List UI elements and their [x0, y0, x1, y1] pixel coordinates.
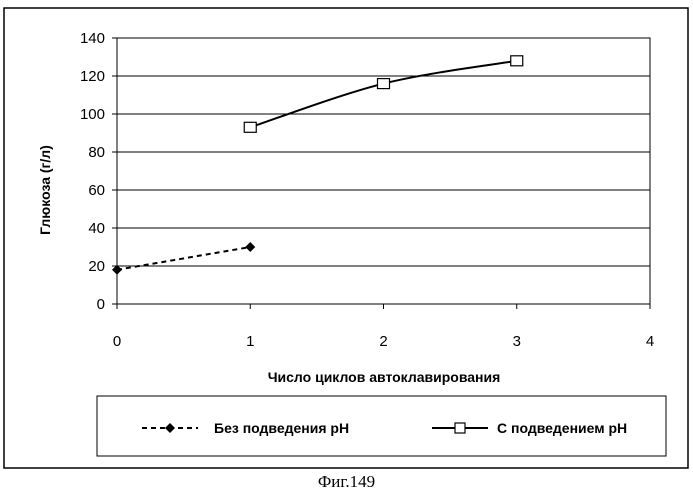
y-tick-label: 80 — [88, 144, 105, 161]
y-tick-label: 20 — [88, 258, 105, 275]
y-tick-label: 140 — [80, 30, 105, 47]
x-axis-label: Число циклов автоклавирования — [268, 369, 501, 385]
x-tick-label: 0 — [113, 333, 121, 350]
figure-caption: Фиг.149 — [0, 472, 693, 492]
y-tick-label: 40 — [88, 220, 105, 237]
legend-square-marker — [455, 423, 465, 433]
data-point-with-ph — [378, 79, 390, 89]
chart-border — [4, 8, 688, 468]
y-axis-label: Глюкоза (г/л) — [37, 145, 53, 235]
x-tick-label: 3 — [513, 333, 521, 350]
y-tick-label: 100 — [80, 106, 105, 123]
line-chart: 0 20 40 60 80 100 120 140 0 1 2 3 4 Глюкоза (г/л) Ч… — [0, 0, 693, 470]
chart: 0 20 40 60 80 100 120 140 0 1 2 3 4 Глюкоза (г/л) Ч… — [0, 0, 693, 470]
x-tick-label: 1 — [246, 333, 254, 350]
x-tick-label: 4 — [646, 333, 654, 350]
y-tick-label: 120 — [80, 68, 105, 85]
data-point-with-ph — [511, 56, 523, 66]
data-point-with-ph — [244, 122, 256, 132]
x-tick-label: 2 — [379, 333, 387, 350]
y-tick-label: 0 — [97, 296, 105, 313]
legend-label-with-ph: С подведением pH — [497, 420, 627, 436]
legend-label-without-ph: Без подведения pH — [214, 420, 349, 436]
y-tick-label: 60 — [88, 182, 105, 199]
